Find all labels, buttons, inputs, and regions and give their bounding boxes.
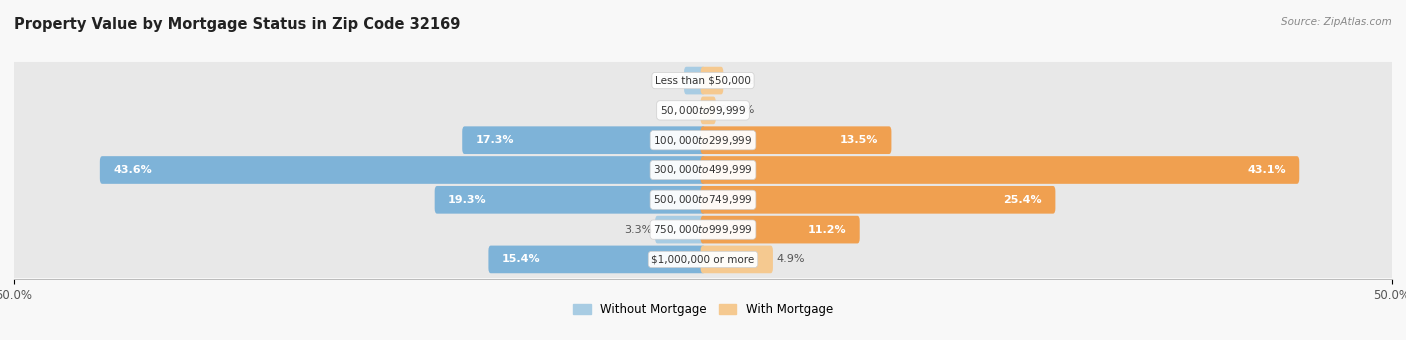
FancyBboxPatch shape: [11, 151, 1395, 189]
FancyBboxPatch shape: [463, 126, 706, 154]
Text: 13.5%: 13.5%: [839, 135, 877, 145]
Text: 19.3%: 19.3%: [449, 195, 486, 205]
Text: Source: ZipAtlas.com: Source: ZipAtlas.com: [1281, 17, 1392, 27]
FancyBboxPatch shape: [700, 245, 773, 273]
Text: 1.3%: 1.3%: [727, 75, 755, 86]
Legend: Without Mortgage, With Mortgage: Without Mortgage, With Mortgage: [568, 298, 838, 321]
FancyBboxPatch shape: [11, 122, 1395, 159]
Text: 1.2%: 1.2%: [652, 75, 681, 86]
Text: 43.1%: 43.1%: [1247, 165, 1286, 175]
FancyBboxPatch shape: [700, 97, 716, 124]
FancyBboxPatch shape: [11, 62, 1395, 99]
Text: $100,000 to $299,999: $100,000 to $299,999: [654, 134, 752, 147]
FancyBboxPatch shape: [11, 241, 1395, 278]
Text: Less than $50,000: Less than $50,000: [655, 75, 751, 86]
Text: $1,000,000 or more: $1,000,000 or more: [651, 254, 755, 265]
Text: 17.3%: 17.3%: [475, 135, 515, 145]
Text: 11.2%: 11.2%: [807, 225, 846, 235]
FancyBboxPatch shape: [434, 186, 706, 214]
FancyBboxPatch shape: [488, 245, 706, 273]
Text: $750,000 to $999,999: $750,000 to $999,999: [654, 223, 752, 236]
FancyBboxPatch shape: [700, 126, 891, 154]
Text: $500,000 to $749,999: $500,000 to $749,999: [654, 193, 752, 206]
Text: 4.9%: 4.9%: [776, 254, 804, 265]
Text: 3.3%: 3.3%: [624, 225, 652, 235]
FancyBboxPatch shape: [700, 216, 859, 243]
Text: $300,000 to $499,999: $300,000 to $499,999: [654, 164, 752, 176]
FancyBboxPatch shape: [11, 92, 1395, 129]
FancyBboxPatch shape: [700, 156, 1299, 184]
Text: 43.6%: 43.6%: [114, 165, 152, 175]
Text: 15.4%: 15.4%: [502, 254, 540, 265]
Text: 0.75%: 0.75%: [718, 105, 754, 115]
Text: Property Value by Mortgage Status in Zip Code 32169: Property Value by Mortgage Status in Zip…: [14, 17, 460, 32]
FancyBboxPatch shape: [700, 67, 723, 95]
FancyBboxPatch shape: [11, 181, 1395, 218]
FancyBboxPatch shape: [700, 186, 1056, 214]
Text: 25.4%: 25.4%: [1004, 195, 1042, 205]
FancyBboxPatch shape: [655, 216, 706, 243]
FancyBboxPatch shape: [685, 67, 706, 95]
FancyBboxPatch shape: [100, 156, 706, 184]
FancyBboxPatch shape: [11, 211, 1395, 248]
Text: $50,000 to $99,999: $50,000 to $99,999: [659, 104, 747, 117]
